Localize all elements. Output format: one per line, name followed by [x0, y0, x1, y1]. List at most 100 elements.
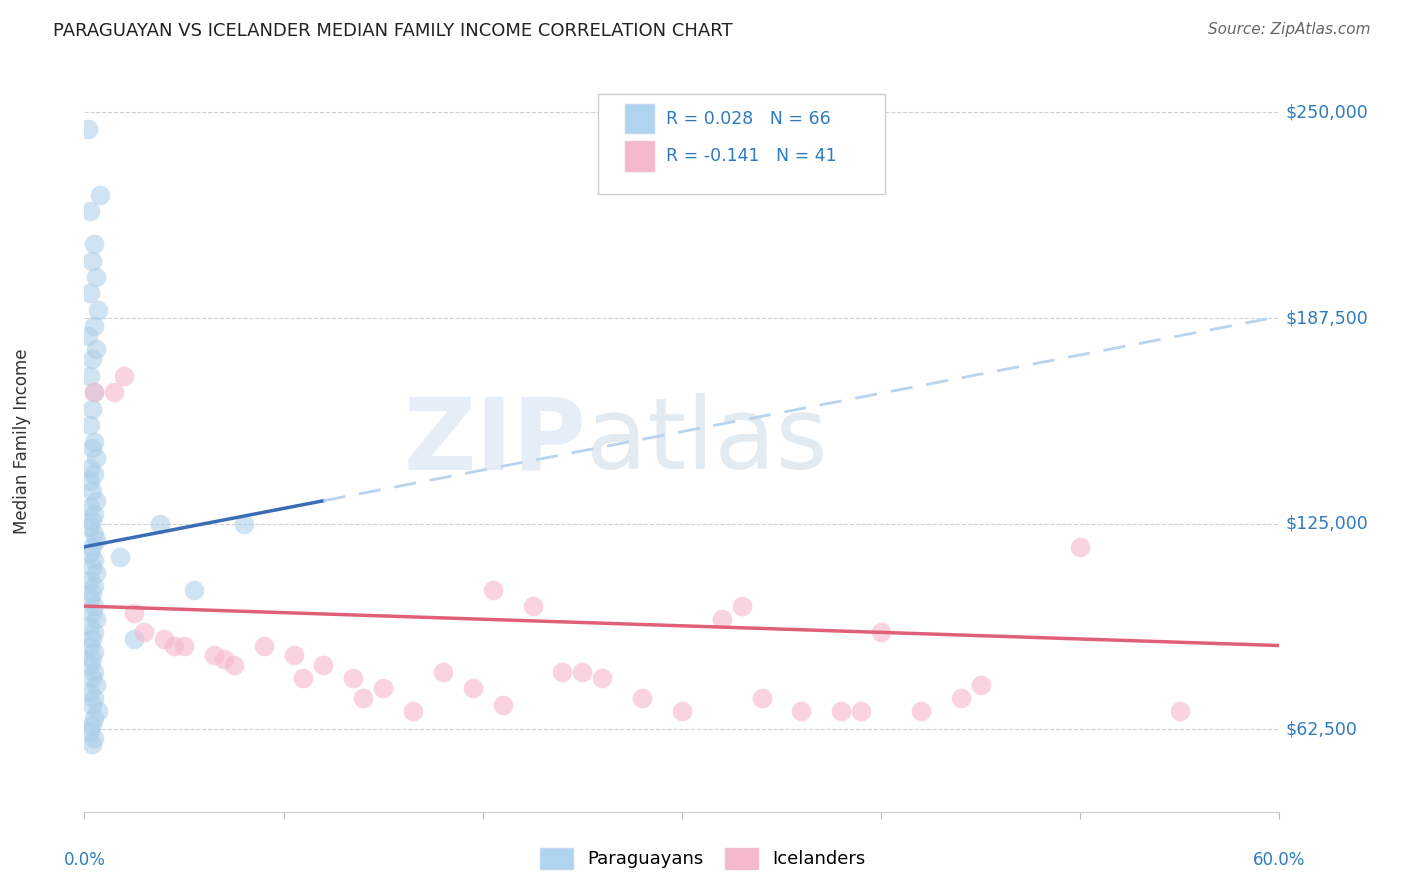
- Point: [86, 566, 108, 581]
- Point: [82, 540, 104, 554]
- Point: [79, 461, 101, 475]
- Point: [312, 658, 335, 673]
- Point: [79, 546, 101, 560]
- Point: [112, 368, 135, 383]
- Point: [163, 639, 186, 653]
- Text: atlas: atlas: [586, 393, 828, 490]
- Text: R = -0.141   N = 41: R = -0.141 N = 41: [666, 147, 837, 165]
- Point: [1069, 540, 1091, 554]
- Point: [82, 672, 104, 686]
- Point: [481, 582, 503, 597]
- Legend: Paraguayans, Icelanders: Paraguayans, Icelanders: [533, 840, 873, 876]
- FancyBboxPatch shape: [599, 94, 886, 194]
- Point: [83, 319, 105, 334]
- Point: [571, 665, 593, 679]
- Point: [631, 691, 654, 706]
- Point: [83, 731, 105, 745]
- Point: [83, 625, 105, 640]
- Point: [89, 187, 111, 202]
- Point: [86, 612, 108, 626]
- Point: [352, 691, 374, 706]
- Point: [79, 520, 101, 534]
- Point: [710, 612, 733, 626]
- Point: [83, 665, 105, 679]
- Point: [79, 500, 101, 515]
- Point: [86, 493, 108, 508]
- Point: [232, 516, 254, 531]
- Point: [79, 724, 101, 739]
- Point: [79, 619, 101, 633]
- Point: [1168, 704, 1191, 718]
- Point: [222, 658, 245, 673]
- Point: [83, 553, 105, 567]
- Text: PARAGUAYAN VS ICELANDER MEDIAN FAMILY INCOME CORRELATION CHART: PARAGUAYAN VS ICELANDER MEDIAN FAMILY IN…: [53, 22, 733, 40]
- Point: [82, 253, 104, 268]
- Point: [77, 122, 100, 136]
- Point: [212, 651, 235, 665]
- Point: [492, 698, 515, 712]
- Point: [253, 639, 276, 653]
- Point: [110, 549, 132, 564]
- Text: 60.0%: 60.0%: [1253, 851, 1306, 869]
- Point: [82, 717, 104, 731]
- Point: [79, 658, 101, 673]
- Point: [79, 474, 101, 488]
- Point: [86, 270, 108, 285]
- Point: [183, 582, 205, 597]
- Point: [86, 678, 108, 692]
- Text: $187,500: $187,500: [1285, 310, 1368, 327]
- Point: [79, 573, 101, 587]
- Point: [83, 691, 105, 706]
- Point: [87, 704, 110, 718]
- Point: [83, 385, 105, 400]
- Point: [790, 704, 813, 718]
- Point: [83, 526, 105, 541]
- Text: $125,000: $125,000: [1285, 515, 1368, 533]
- Point: [970, 678, 993, 692]
- Point: [86, 343, 108, 357]
- Point: [82, 651, 104, 665]
- Point: [830, 704, 852, 718]
- Point: [82, 559, 104, 574]
- Point: [103, 385, 125, 400]
- Point: [83, 507, 105, 521]
- Point: [731, 599, 754, 613]
- Point: [342, 672, 364, 686]
- Point: [122, 606, 145, 620]
- Point: [202, 648, 225, 663]
- Point: [591, 672, 613, 686]
- Text: ZIP: ZIP: [404, 393, 586, 490]
- Point: [79, 204, 101, 219]
- Point: [751, 691, 773, 706]
- Point: [82, 441, 104, 455]
- Point: [83, 385, 105, 400]
- Point: [82, 352, 104, 367]
- Point: [86, 450, 108, 465]
- Point: [82, 737, 104, 751]
- Point: [82, 401, 104, 416]
- Point: [79, 592, 101, 607]
- Point: [551, 665, 574, 679]
- Point: [461, 681, 484, 696]
- Text: $62,500: $62,500: [1285, 721, 1357, 739]
- Point: [122, 632, 145, 646]
- Point: [173, 639, 195, 653]
- Point: [83, 711, 105, 725]
- Point: [82, 483, 104, 498]
- FancyBboxPatch shape: [624, 103, 654, 133]
- Point: [283, 648, 305, 663]
- Point: [79, 368, 101, 383]
- Point: [82, 606, 104, 620]
- Text: Median Family Income: Median Family Income: [13, 349, 31, 534]
- Point: [83, 467, 105, 482]
- Text: 0.0%: 0.0%: [63, 851, 105, 869]
- Point: [82, 698, 104, 712]
- Point: [79, 418, 101, 433]
- Point: [79, 639, 101, 653]
- Point: [83, 237, 105, 252]
- Point: [149, 516, 172, 531]
- Point: [851, 704, 873, 718]
- Point: [910, 704, 932, 718]
- Text: R = 0.028   N = 66: R = 0.028 N = 66: [666, 110, 831, 128]
- Point: [82, 586, 104, 600]
